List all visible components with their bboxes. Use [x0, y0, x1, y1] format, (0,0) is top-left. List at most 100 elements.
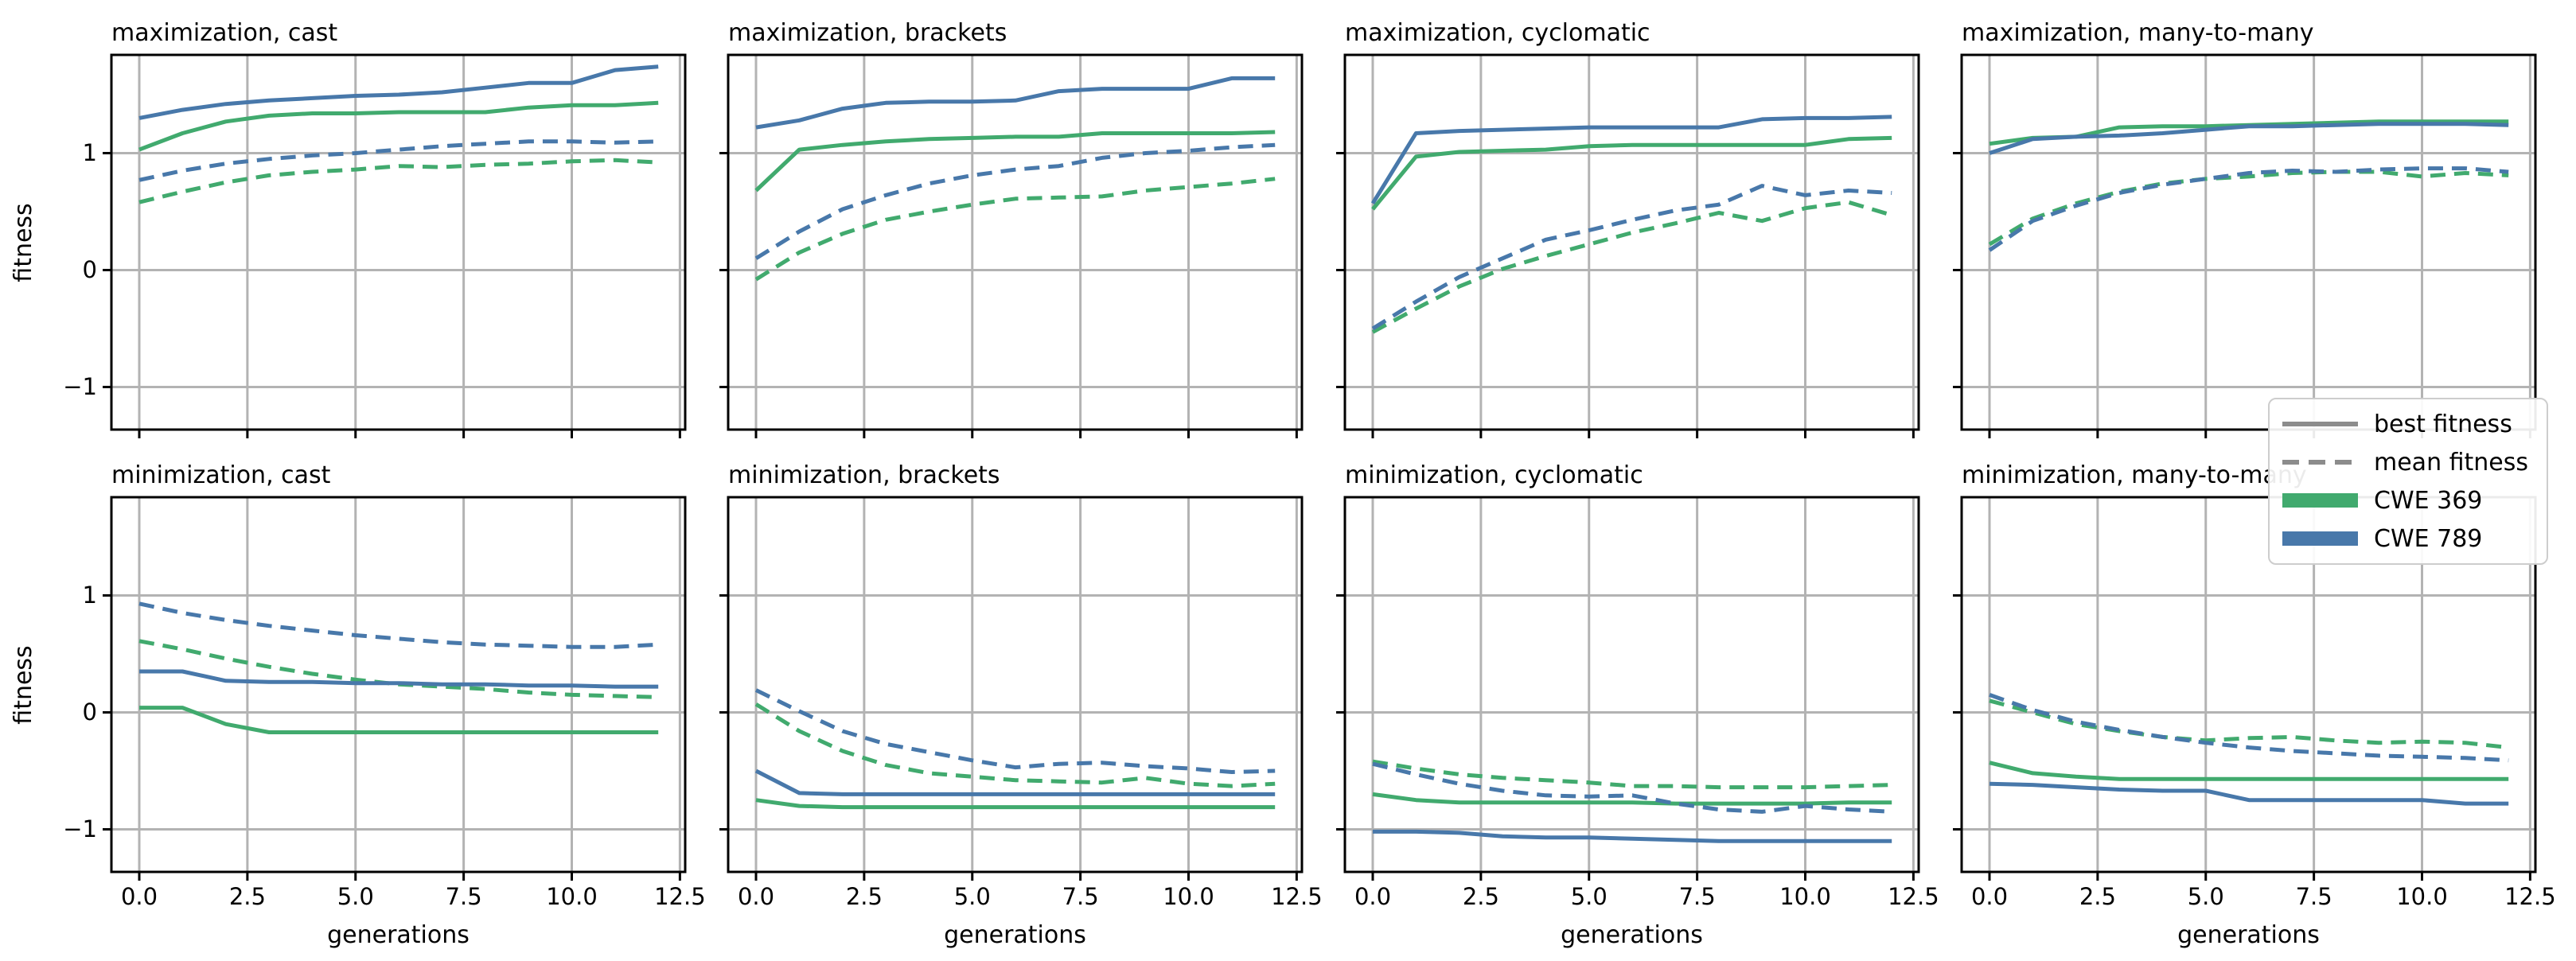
legend-item-cwe-369: CWE 369	[2282, 482, 2534, 519]
y-tick-label: −1	[63, 815, 97, 843]
line-cwe-789-mean-fitness	[1372, 761, 1892, 814]
series-group-2	[1370, 115, 1892, 334]
subplot-title-minimization-cast: minimization, cast	[111, 461, 331, 489]
best-fitness-key-icon	[2282, 422, 2358, 426]
axes-spines	[1960, 496, 2537, 873]
series-group-5	[754, 688, 1276, 810]
line-cwe-789-mean-fitness	[1989, 693, 2509, 763]
subplot-title-maximization-cast: maximization, cast	[111, 19, 338, 47]
line-cwe-369-mean-fitness	[1372, 759, 1892, 790]
line-cwe-369-best-fitness	[1989, 761, 2509, 781]
x-tick-label: 7.5	[2295, 883, 2332, 910]
x-tick-label: 2.5	[2079, 883, 2116, 910]
subplot-title-minimization-many-to-many: minimization, many-to-many	[1962, 461, 2307, 489]
legend-label-cwe-369: CWE 369	[2374, 486, 2483, 515]
x-tick-label: 5.0	[337, 883, 374, 910]
y-tick-label: 0	[82, 698, 97, 726]
legend-item-best-fitness: best fitness	[2282, 406, 2534, 442]
subplot-title-maximization-brackets: maximization, brackets	[728, 19, 1007, 47]
axes-spines	[1343, 53, 1920, 431]
subplot-title-maximization-many-to-many: maximization, many-to-many	[1962, 19, 2314, 47]
x-tick-label: 12.5	[1888, 883, 1939, 910]
axis-label-generations: generations	[2177, 921, 2320, 949]
line-cwe-369-best-fitness	[139, 706, 659, 734]
series-group-0	[138, 64, 659, 204]
legend-label-best-fitness: best fitness	[2374, 410, 2512, 438]
axis-label-fitness: fitness	[10, 202, 37, 282]
line-cwe-789-mean-fitness	[754, 142, 1276, 260]
line-cwe-789-best-fitness	[755, 76, 1276, 130]
y-tick-label: 1	[82, 582, 97, 609]
line-cwe-789-best-fitness	[1989, 122, 2509, 155]
line-cwe-369-best-fitness	[1371, 135, 1892, 211]
series-group-4	[138, 601, 659, 734]
x-tick-label: 0.0	[120, 883, 158, 910]
legend-label-mean-fitness: mean fitness	[2374, 448, 2529, 477]
x-tick-label: 12.5	[2504, 883, 2556, 910]
x-tick-label: 0.0	[737, 883, 775, 910]
x-tick-label: 2.5	[845, 883, 883, 910]
cwe-789-key-icon	[2282, 531, 2358, 546]
line-cwe-369-best-fitness	[755, 798, 1276, 810]
line-cwe-789-best-fitness	[1373, 829, 1892, 843]
line-cwe-789-best-fitness	[1370, 115, 1892, 205]
x-tick-label: 10.0	[1779, 883, 1831, 910]
axes-spines	[1960, 53, 2537, 431]
legend: best fitness mean fitness CWE 369 CWE 78…	[2268, 398, 2548, 565]
axes-spines	[110, 496, 687, 873]
x-tick-label: 0.0	[1354, 883, 1392, 910]
x-tick-label: 7.5	[445, 883, 482, 910]
mean-fitness-key-icon	[2282, 460, 2358, 465]
x-tick-label: 7.5	[1062, 883, 1099, 910]
x-tick-label: 10.0	[2396, 883, 2448, 910]
line-cwe-789-best-fitness	[754, 768, 1276, 796]
y-tick-label: −1	[63, 373, 97, 401]
series-group-6	[1372, 759, 1892, 843]
axes-spines	[727, 53, 1304, 431]
x-tick-label: 2.5	[1462, 883, 1499, 910]
x-tick-label: 10.0	[546, 883, 598, 910]
axes-spines	[1343, 496, 1920, 873]
line-cwe-369-mean-fitness	[1988, 169, 2509, 247]
line-cwe-789-mean-fitness	[1988, 166, 2509, 252]
line-cwe-369-mean-fitness	[754, 177, 1276, 282]
axes-spines	[727, 496, 1304, 873]
series-group-7	[1989, 693, 2509, 806]
axis-label-generations: generations	[1561, 921, 1703, 949]
series-group-3	[1988, 119, 2509, 252]
x-tick-label: 5.0	[1570, 883, 1608, 910]
line-cwe-789-best-fitness	[139, 669, 659, 689]
legend-item-mean-fitness: mean fitness	[2282, 444, 2534, 480]
line-cwe-369-mean-fitness	[138, 158, 659, 204]
axis-label-generations: generations	[327, 921, 470, 949]
subplot-title-maximization-cyclomatic: maximization, cyclomatic	[1345, 19, 1650, 47]
line-cwe-369-mean-fitness	[1989, 698, 2509, 750]
x-tick-label: 2.5	[228, 883, 266, 910]
subplot-title-minimization-brackets: minimization, brackets	[728, 461, 1000, 489]
axis-label-fitness: fitness	[10, 644, 37, 725]
line-cwe-369-best-fitness	[754, 130, 1276, 193]
x-tick-label: 12.5	[1271, 883, 1323, 910]
line-cwe-789-mean-fitness	[1371, 184, 1892, 331]
x-tick-label: 10.0	[1163, 883, 1214, 910]
axis-label-generations: generations	[944, 921, 1086, 949]
legend-item-cwe-789: CWE 789	[2282, 520, 2534, 557]
subplot-title-minimization-cyclomatic: minimization, cyclomatic	[1345, 461, 1643, 489]
line-cwe-789-mean-fitness	[754, 688, 1276, 774]
legend-label-cwe-789: CWE 789	[2374, 524, 2483, 553]
line-cwe-369-best-fitness	[1372, 792, 1892, 806]
series-group-1	[754, 76, 1276, 282]
x-tick-label: 5.0	[953, 883, 991, 910]
x-tick-label: 7.5	[1678, 883, 1716, 910]
line-cwe-789-best-fitness	[1989, 781, 2509, 806]
y-tick-label: 0	[82, 256, 97, 284]
y-tick-label: 1	[82, 139, 97, 167]
line-cwe-369-mean-fitness	[754, 702, 1276, 788]
line-cwe-789-mean-fitness	[138, 601, 659, 649]
x-tick-label: 0.0	[1970, 883, 2009, 910]
line-cwe-789-mean-fitness	[138, 139, 659, 182]
x-tick-label: 5.0	[2187, 883, 2224, 910]
line-cwe-369-best-fitness	[138, 100, 659, 152]
line-cwe-789-best-fitness	[138, 64, 659, 120]
